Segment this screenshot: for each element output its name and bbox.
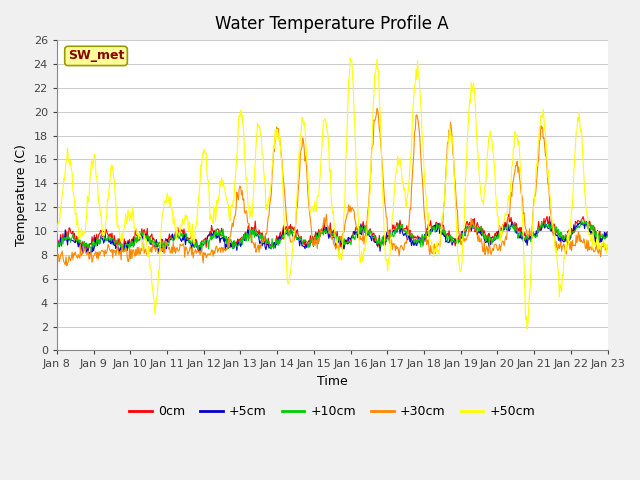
+5cm	[604, 233, 611, 239]
Legend: 0cm, +5cm, +10cm, +30cm, +50cm: 0cm, +5cm, +10cm, +30cm, +50cm	[124, 400, 540, 423]
+50cm	[205, 179, 212, 184]
X-axis label: Time: Time	[317, 375, 348, 388]
+10cm	[160, 250, 168, 256]
0cm	[175, 228, 183, 234]
0cm	[120, 246, 127, 252]
0cm	[53, 244, 61, 250]
Title: Water Temperature Profile A: Water Temperature Profile A	[216, 15, 449, 33]
0cm	[63, 234, 70, 240]
+50cm	[53, 230, 61, 236]
+10cm	[416, 236, 424, 241]
+10cm	[120, 249, 127, 254]
+10cm	[205, 238, 213, 244]
+5cm	[416, 237, 424, 243]
+30cm	[176, 241, 184, 247]
+5cm	[120, 246, 128, 252]
+5cm	[176, 236, 184, 241]
+50cm	[524, 326, 531, 332]
+30cm	[417, 150, 424, 156]
+30cm	[373, 106, 381, 111]
Y-axis label: Temperature (C): Temperature (C)	[15, 144, 28, 246]
+5cm	[63, 236, 70, 242]
+30cm	[53, 254, 61, 260]
Line: +50cm: +50cm	[57, 58, 607, 329]
+30cm	[64, 261, 72, 266]
+5cm	[86, 252, 94, 258]
Line: +30cm: +30cm	[57, 108, 607, 265]
Line: +5cm: +5cm	[57, 222, 607, 255]
Text: SW_met: SW_met	[68, 49, 124, 62]
Line: 0cm: 0cm	[57, 215, 607, 252]
+50cm	[400, 187, 408, 193]
+50cm	[175, 233, 183, 239]
+50cm	[604, 241, 611, 247]
+10cm	[400, 228, 408, 234]
+30cm	[205, 251, 213, 257]
+10cm	[604, 231, 611, 237]
Line: +10cm: +10cm	[57, 219, 607, 253]
0cm	[195, 249, 202, 254]
+30cm	[63, 263, 70, 268]
+5cm	[400, 233, 408, 239]
+5cm	[53, 240, 61, 246]
+5cm	[547, 219, 554, 225]
+50cm	[346, 55, 354, 61]
+10cm	[63, 237, 70, 242]
+5cm	[205, 232, 213, 238]
0cm	[604, 229, 611, 235]
0cm	[416, 237, 424, 242]
0cm	[505, 212, 513, 217]
+50cm	[120, 227, 127, 233]
+10cm	[53, 248, 61, 253]
+50cm	[63, 157, 70, 163]
0cm	[400, 226, 408, 232]
0cm	[205, 232, 213, 238]
+10cm	[176, 229, 184, 235]
+10cm	[578, 216, 586, 222]
+30cm	[604, 246, 611, 252]
+30cm	[120, 248, 128, 253]
+30cm	[401, 241, 408, 247]
+50cm	[416, 90, 424, 96]
